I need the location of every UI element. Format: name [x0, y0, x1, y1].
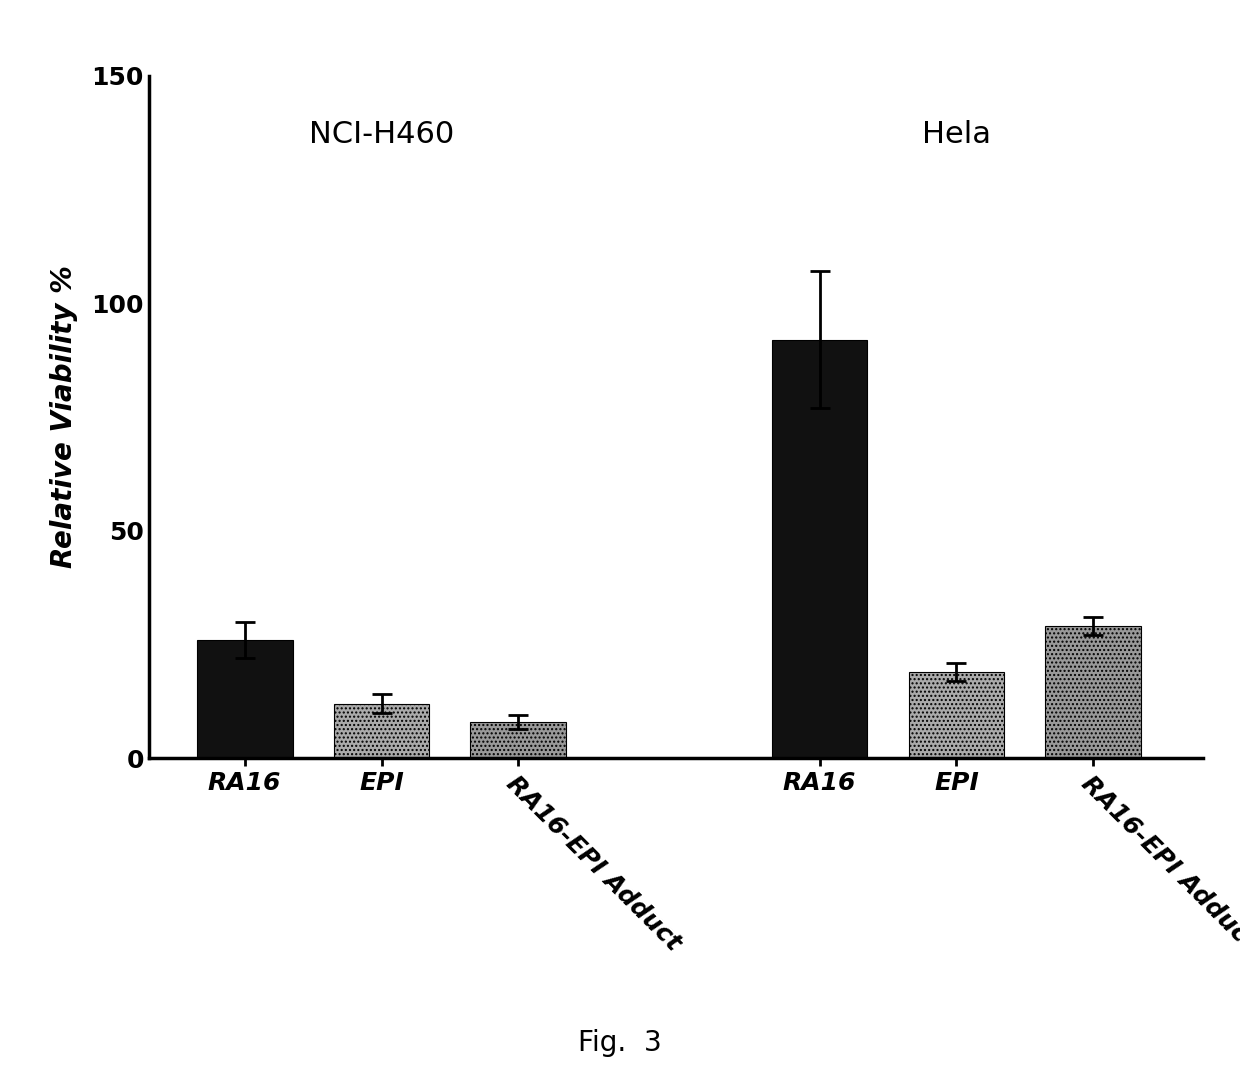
Bar: [909, 671, 1004, 758]
Text: Hela: Hela: [921, 120, 991, 149]
Bar: [771, 340, 868, 758]
Text: Fig.  3: Fig. 3: [578, 1029, 662, 1057]
Bar: [334, 704, 429, 758]
Bar: [470, 721, 567, 758]
Y-axis label: Relative Viability %: Relative Viability %: [50, 265, 78, 569]
Bar: [197, 640, 293, 758]
Text: NCI-H460: NCI-H460: [309, 120, 454, 149]
Bar: [1045, 626, 1141, 758]
